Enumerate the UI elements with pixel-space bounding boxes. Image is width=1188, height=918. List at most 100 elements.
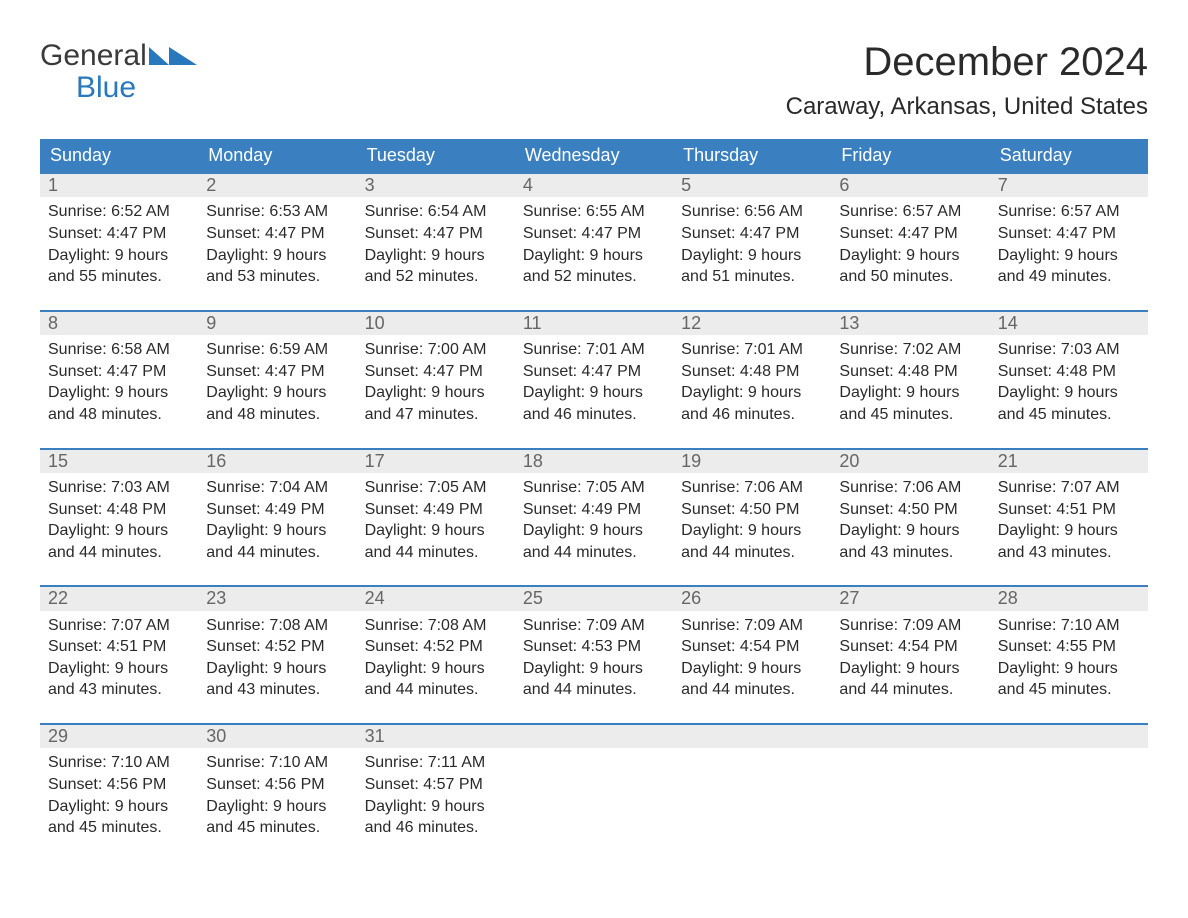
sunrise: Sunrise: 7:09 AM [839, 615, 981, 637]
daylight-line1: Daylight: 9 hours [48, 658, 190, 680]
daylight-line1: Daylight: 9 hours [681, 382, 823, 404]
daylight-line2: and 44 minutes. [365, 542, 507, 564]
sunset: Sunset: 4:47 PM [839, 223, 981, 245]
daylight-line1: Daylight: 9 hours [206, 520, 348, 542]
day-cell: Sunrise: 6:52 AMSunset: 4:47 PMDaylight:… [40, 197, 198, 309]
sunrise: Sunrise: 7:05 AM [365, 477, 507, 499]
sunrise: Sunrise: 7:09 AM [523, 615, 665, 637]
daylight-line2: and 44 minutes. [839, 679, 981, 701]
sunset: Sunset: 4:53 PM [523, 636, 665, 658]
sunset: Sunset: 4:49 PM [365, 499, 507, 521]
day-header: Friday [831, 139, 989, 172]
day-cell: Sunrise: 6:55 AMSunset: 4:47 PMDaylight:… [515, 197, 673, 309]
daylight-line2: and 43 minutes. [48, 679, 190, 701]
day-number: 20 [831, 448, 989, 473]
daylight-line2: and 45 minutes. [839, 404, 981, 426]
sunrise: Sunrise: 7:03 AM [998, 339, 1140, 361]
day-cell: Sunrise: 7:07 AMSunset: 4:51 PMDaylight:… [40, 611, 198, 723]
day-number: 28 [990, 585, 1148, 610]
day-cell: Sunrise: 6:59 AMSunset: 4:47 PMDaylight:… [198, 335, 356, 447]
sunrise: Sunrise: 6:59 AM [206, 339, 348, 361]
day-cell: Sunrise: 7:06 AMSunset: 4:50 PMDaylight:… [831, 473, 989, 585]
page-title: December 2024 [786, 40, 1148, 85]
sunset: Sunset: 4:47 PM [206, 223, 348, 245]
daylight-line2: and 44 minutes. [523, 679, 665, 701]
sunrise: Sunrise: 7:10 AM [206, 752, 348, 774]
calendar-grid: SundayMondayTuesdayWednesdayThursdayFrid… [40, 139, 1148, 861]
daylight-line1: Daylight: 9 hours [48, 796, 190, 818]
sunset: Sunset: 4:57 PM [365, 774, 507, 796]
day-number: 14 [990, 310, 1148, 335]
day-cell: Sunrise: 6:58 AMSunset: 4:47 PMDaylight:… [40, 335, 198, 447]
day-number [673, 723, 831, 748]
day-cell: Sunrise: 7:10 AMSunset: 4:55 PMDaylight:… [990, 611, 1148, 723]
daylight-line2: and 55 minutes. [48, 266, 190, 288]
sunrise: Sunrise: 6:54 AM [365, 201, 507, 223]
location: Caraway, Arkansas, United States [786, 93, 1148, 121]
sunset: Sunset: 4:47 PM [523, 361, 665, 383]
day-cell: Sunrise: 7:08 AMSunset: 4:52 PMDaylight:… [357, 611, 515, 723]
sunset: Sunset: 4:48 PM [839, 361, 981, 383]
day-number: 27 [831, 585, 989, 610]
day-number: 1 [40, 172, 198, 197]
daylight-line1: Daylight: 9 hours [206, 382, 348, 404]
day-number: 18 [515, 448, 673, 473]
day-number: 30 [198, 723, 356, 748]
day-cell: Sunrise: 7:08 AMSunset: 4:52 PMDaylight:… [198, 611, 356, 723]
day-number: 11 [515, 310, 673, 335]
day-number: 31 [357, 723, 515, 748]
day-cell: Sunrise: 7:11 AMSunset: 4:57 PMDaylight:… [357, 748, 515, 860]
day-cell-empty [673, 748, 831, 860]
day-cell: Sunrise: 7:01 AMSunset: 4:48 PMDaylight:… [673, 335, 831, 447]
day-cell: Sunrise: 7:01 AMSunset: 4:47 PMDaylight:… [515, 335, 673, 447]
day-number: 19 [673, 448, 831, 473]
sunrise: Sunrise: 7:07 AM [48, 615, 190, 637]
sunrise: Sunrise: 7:03 AM [48, 477, 190, 499]
day-number: 6 [831, 172, 989, 197]
daylight-line1: Daylight: 9 hours [681, 520, 823, 542]
daylight-line2: and 44 minutes. [48, 542, 190, 564]
day-cell-empty [831, 748, 989, 860]
sunrise: Sunrise: 7:07 AM [998, 477, 1140, 499]
daylight-line1: Daylight: 9 hours [48, 245, 190, 267]
day-number [515, 723, 673, 748]
day-number: 8 [40, 310, 198, 335]
sunset: Sunset: 4:48 PM [998, 361, 1140, 383]
sunset: Sunset: 4:52 PM [365, 636, 507, 658]
day-number: 17 [357, 448, 515, 473]
daylight-line1: Daylight: 9 hours [365, 520, 507, 542]
day-cell: Sunrise: 6:53 AMSunset: 4:47 PMDaylight:… [198, 197, 356, 309]
day-number: 16 [198, 448, 356, 473]
sunset: Sunset: 4:47 PM [48, 223, 190, 245]
logo-flag-icon [149, 47, 169, 65]
sunrise: Sunrise: 7:06 AM [681, 477, 823, 499]
daylight-line2: and 52 minutes. [365, 266, 507, 288]
sunset: Sunset: 4:48 PM [681, 361, 823, 383]
sunrise: Sunrise: 7:02 AM [839, 339, 981, 361]
daylight-line1: Daylight: 9 hours [998, 245, 1140, 267]
sunrise: Sunrise: 7:10 AM [998, 615, 1140, 637]
sunrise: Sunrise: 7:00 AM [365, 339, 507, 361]
day-cell: Sunrise: 7:10 AMSunset: 4:56 PMDaylight:… [198, 748, 356, 860]
day-number: 10 [357, 310, 515, 335]
day-cell: Sunrise: 7:03 AMSunset: 4:48 PMDaylight:… [990, 335, 1148, 447]
day-header: Saturday [990, 139, 1148, 172]
daylight-line2: and 44 minutes. [206, 542, 348, 564]
sunrise: Sunrise: 7:04 AM [206, 477, 348, 499]
day-header: Tuesday [357, 139, 515, 172]
daylight-line2: and 44 minutes. [523, 542, 665, 564]
sunrise: Sunrise: 6:57 AM [998, 201, 1140, 223]
day-cell: Sunrise: 7:05 AMSunset: 4:49 PMDaylight:… [515, 473, 673, 585]
daylight-line2: and 50 minutes. [839, 266, 981, 288]
day-cell: Sunrise: 7:04 AMSunset: 4:49 PMDaylight:… [198, 473, 356, 585]
day-header: Monday [198, 139, 356, 172]
sunrise: Sunrise: 6:52 AM [48, 201, 190, 223]
day-cell: Sunrise: 7:10 AMSunset: 4:56 PMDaylight:… [40, 748, 198, 860]
daylight-line1: Daylight: 9 hours [365, 382, 507, 404]
logo-flag-icon-2 [169, 47, 197, 65]
day-cell: Sunrise: 7:03 AMSunset: 4:48 PMDaylight:… [40, 473, 198, 585]
daylight-line2: and 45 minutes. [998, 404, 1140, 426]
daylight-line2: and 49 minutes. [998, 266, 1140, 288]
day-number: 9 [198, 310, 356, 335]
daylight-line1: Daylight: 9 hours [48, 520, 190, 542]
